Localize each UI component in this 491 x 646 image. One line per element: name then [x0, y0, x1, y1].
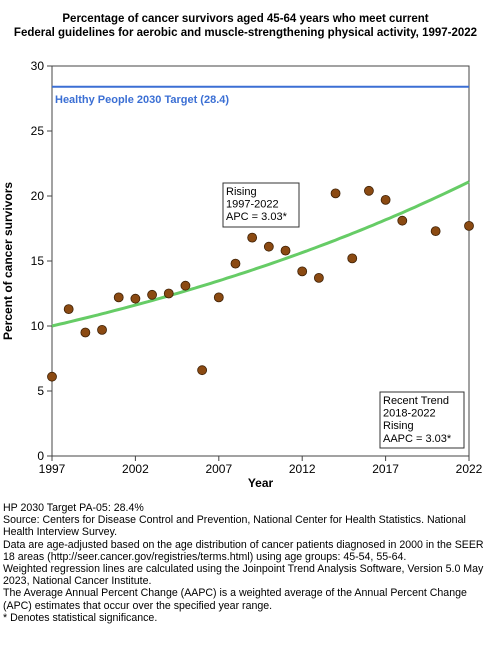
footnote: HP 2030 Target PA-05: 28.4%	[3, 502, 144, 514]
data-point	[247, 232, 258, 243]
data-point	[280, 245, 291, 256]
data-point	[397, 215, 408, 226]
data-point	[364, 185, 374, 196]
x-tick-label: 2002	[122, 462, 149, 476]
annotation-text: 2018-2022	[383, 408, 436, 420]
y-tick-label: 5	[37, 384, 44, 398]
x-tick-label: 2017	[372, 462, 399, 476]
y-axis-label: Percent of cancer survivors	[1, 182, 15, 340]
chart: 0 5 10 15 20 25 30 1997 2002 2007 2012 2017 2022 Year…	[1, 59, 483, 490]
data-point	[197, 365, 208, 376]
annotation-text: APC = 3.03*	[226, 211, 288, 223]
y-tick-label: 30	[31, 59, 45, 73]
chart-title: Percentage of cancer survivors aged 45-6…	[0, 12, 491, 40]
footnote: Weighted regression lines are calculated…	[3, 563, 484, 588]
footnotes: HP 2030 Target PA-05: 28.4% Source: Cent…	[3, 502, 489, 624]
data-point	[80, 327, 91, 338]
y-tick-label: 25	[31, 124, 45, 138]
chart-title-line-2: Federal guidelines for aerobic and muscl…	[13, 27, 478, 39]
data-point	[213, 292, 224, 303]
data-point	[464, 220, 474, 231]
data-point	[180, 280, 191, 291]
y-tick-label: 0	[37, 449, 44, 463]
data-point	[330, 188, 341, 199]
data-point	[130, 293, 141, 304]
footnote: The Average Annual Percent Change (AAPC)…	[3, 587, 467, 612]
plot-frame	[51, 65, 470, 457]
chart-title-line-1: Percentage of cancer survivors aged 45-6…	[62, 13, 429, 25]
y-tick-label: 15	[31, 254, 45, 268]
x-tick-label: 1997	[39, 462, 66, 476]
annotation-text: Rising	[383, 420, 414, 432]
annotation-text: 1997-2022	[226, 199, 279, 211]
data-point	[97, 324, 107, 335]
data-point	[297, 266, 308, 277]
target-label: Healthy People 2030 Target (28.4)	[55, 94, 229, 106]
data-point	[230, 258, 241, 269]
data-point	[113, 292, 124, 303]
x-tick-label: 2012	[289, 462, 316, 476]
footnote: Data are age-adjusted based on the age d…	[3, 538, 484, 563]
annotation-box	[222, 182, 300, 228]
data-point	[347, 253, 358, 264]
annotation-box	[379, 391, 465, 449]
x-axis-label: Year	[248, 476, 274, 490]
x-tick-label: 2022	[456, 462, 483, 476]
annotation-text: AAPC = 3.03*	[383, 433, 452, 445]
annotation-text: Recent Trend	[383, 395, 449, 407]
footnote: * Denotes statistical significance.	[3, 611, 158, 624]
y-tick-label: 10	[31, 319, 45, 333]
data-point	[63, 304, 74, 315]
data-point	[380, 194, 391, 205]
data-point	[313, 272, 324, 283]
data-point	[147, 289, 157, 300]
data-point	[47, 371, 57, 382]
footnote: Source: Centers for Disease Control and …	[3, 514, 466, 539]
data-point	[263, 241, 274, 252]
y-tick-label: 20	[31, 189, 45, 203]
annotation-text: Rising	[226, 186, 257, 198]
data-point	[163, 288, 174, 299]
data-point	[430, 226, 441, 237]
x-tick-label: 2007	[205, 462, 232, 476]
trend-line	[51, 180, 470, 328]
